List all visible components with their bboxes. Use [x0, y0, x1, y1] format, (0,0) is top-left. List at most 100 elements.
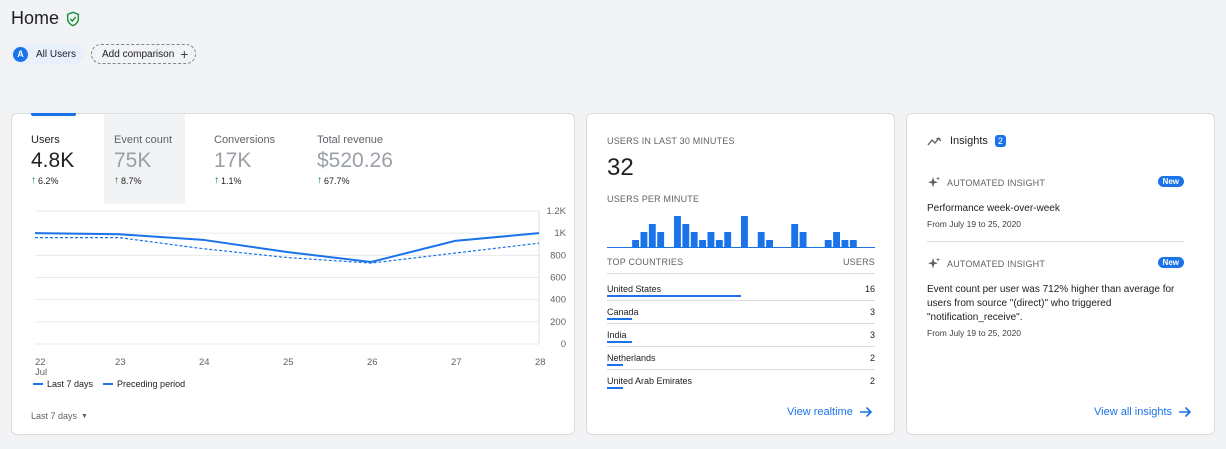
minute-bar[interactable] [657, 232, 665, 248]
metric-label: Conversions [214, 134, 276, 146]
metric-change-value: 1.1% [221, 175, 242, 186]
metric-tab-event-count[interactable]: Event count 75K ↑ 8.7% [104, 114, 185, 204]
realtime-title: USERS IN LAST 30 MINUTES [607, 136, 735, 146]
users-line-chart: 1.2K 1K 800 600 400 200 0 22 23 24 25 26 27 28 Jul [34, 207, 567, 377]
metric-change-value: 67.7% [324, 175, 350, 186]
arrow-up-icon: ↑ [317, 175, 322, 186]
country-row[interactable]: United States 16 [607, 278, 875, 301]
country-row[interactable]: Canada 3 [607, 301, 875, 324]
y-tick-label: 0 [561, 339, 566, 350]
metric-tab-total-revenue[interactable]: Total revenue $520.26 ↑ 67.7% [317, 114, 417, 204]
y-tick-label: 800 [550, 250, 566, 261]
country-row[interactable]: India 3 [607, 324, 875, 347]
minute-bar[interactable] [648, 224, 656, 248]
insight-tag: AUTOMATED INSIGHT [927, 257, 1184, 271]
sparkle-icon [928, 176, 940, 188]
country-row[interactable]: Netherlands 2 [607, 347, 875, 370]
metric-change: ↑ 1.1% [214, 175, 304, 186]
metric-label: Total revenue [317, 134, 384, 146]
minute-bar[interactable] [791, 224, 799, 248]
date-range-label: Last 7 days [31, 411, 78, 421]
minute-bar[interactable] [824, 240, 832, 248]
date-range-dropdown[interactable]: Last 7 days ▼ [31, 411, 88, 421]
minute-bar[interactable] [841, 240, 849, 248]
minute-bar[interactable] [741, 216, 748, 248]
realtime-card: USERS IN LAST 30 MINUTES 32 USERS PER MI… [586, 113, 895, 435]
realtime-user-count: 32 [607, 154, 634, 181]
y-tick-label: 1.2K [546, 207, 566, 217]
insight-date: From July 19 to 25, 2020 [927, 219, 1022, 229]
country-name: Netherlands [607, 353, 656, 363]
caret-down-icon: ▼ [81, 412, 88, 420]
minute-bar[interactable] [699, 240, 706, 248]
metric-value: 4.8K [31, 149, 75, 172]
metric-change: ↑ 6.2% [31, 175, 111, 186]
insight-tag: AUTOMATED INSIGHT [927, 176, 1184, 190]
country-share-bar [607, 318, 633, 320]
minute-bar[interactable] [707, 232, 715, 248]
y-tick-label: 200 [550, 317, 566, 328]
country-row[interactable]: United Arab Emirates 2 [607, 370, 875, 393]
insight-item[interactable]: AUTOMATED INSIGHT New Performance week-o… [927, 176, 1184, 229]
insights-title: Insights [950, 135, 988, 147]
arrow-right-icon [859, 406, 872, 418]
country-users: 3 [869, 330, 875, 340]
y-tick-label: 1K [554, 228, 566, 239]
arrow-up-icon: ↑ [214, 175, 219, 186]
x-tick-label: 24 [199, 357, 210, 368]
minute-bar[interactable] [849, 240, 857, 248]
minute-bar[interactable] [715, 240, 723, 248]
insight-title: Event count per user was 712% higher tha… [927, 284, 1175, 323]
view-all-insights-label: View all insights [1094, 406, 1173, 418]
minute-bar[interactable] [833, 232, 840, 248]
minute-bar[interactable] [632, 240, 639, 248]
x-tick-label: 27 [451, 357, 462, 368]
insight-item[interactable]: AUTOMATED INSIGHT New Event count per us… [927, 257, 1184, 338]
metric-change: ↑ 8.7% [114, 175, 185, 186]
country-users: 16 [864, 284, 875, 294]
minute-bar[interactable] [674, 216, 681, 248]
x-tick-label: 23 [115, 357, 126, 368]
legend-label-current: Last 7 days [47, 379, 94, 389]
overview-card: Users 4.8K ↑ 6.2% Event count 75K ↑ 8.7% C… [11, 113, 575, 435]
insight-divider [927, 241, 1184, 242]
x-tick-label: 28 [535, 357, 546, 368]
x-tick-label: 26 [367, 357, 378, 368]
arrow-up-icon: ↑ [114, 175, 119, 186]
users-per-minute-chart [607, 216, 875, 248]
country-name: United Arab Emirates [607, 376, 693, 386]
minute-bar[interactable] [640, 232, 648, 248]
country-share-bar [607, 295, 741, 297]
minute-bar[interactable] [690, 232, 698, 248]
metric-change: ↑ 67.7% [317, 175, 417, 186]
comparison-bar: A All Users Add comparison + [11, 44, 197, 64]
minute-bar[interactable] [799, 232, 807, 248]
arrow-up-icon: ↑ [31, 175, 36, 186]
segment-label: All Users [36, 48, 77, 60]
metric-tab-conversions[interactable]: Conversions 17K ↑ 1.1% [214, 114, 304, 204]
insight-tag-label: AUTOMATED INSIGHT [947, 178, 1046, 188]
country-name: Canada [607, 307, 639, 317]
sparkle-icon [928, 257, 940, 269]
add-comparison-button[interactable]: Add comparison + [91, 44, 197, 64]
chart-legend: Last 7 days Preceding period [33, 379, 185, 389]
arrow-right-icon [1179, 406, 1192, 418]
country-users: 3 [869, 307, 875, 317]
legend-label-previous: Preceding period [117, 379, 186, 389]
dashed-line-swatch [103, 383, 114, 385]
users-per-minute-label: USERS PER MINUTE [607, 194, 700, 204]
country-users: 2 [869, 353, 875, 363]
metric-label: Event count [114, 134, 173, 146]
minute-bar[interactable] [682, 224, 690, 248]
view-all-insights-link[interactable]: View all insights [1094, 406, 1192, 418]
minute-bar[interactable] [766, 240, 773, 248]
minute-bar[interactable] [757, 232, 765, 248]
country-share-bar [607, 364, 624, 366]
segment-chip-all-users[interactable]: A All Users [11, 44, 85, 64]
view-realtime-link[interactable]: View realtime [787, 406, 873, 418]
page-header: Home [11, 8, 81, 29]
new-badge: New [1157, 257, 1184, 268]
minute-bar[interactable] [724, 232, 732, 248]
metric-value: $520.26 [317, 149, 393, 172]
metric-tab-users[interactable]: Users 4.8K ↑ 6.2% [31, 114, 111, 204]
